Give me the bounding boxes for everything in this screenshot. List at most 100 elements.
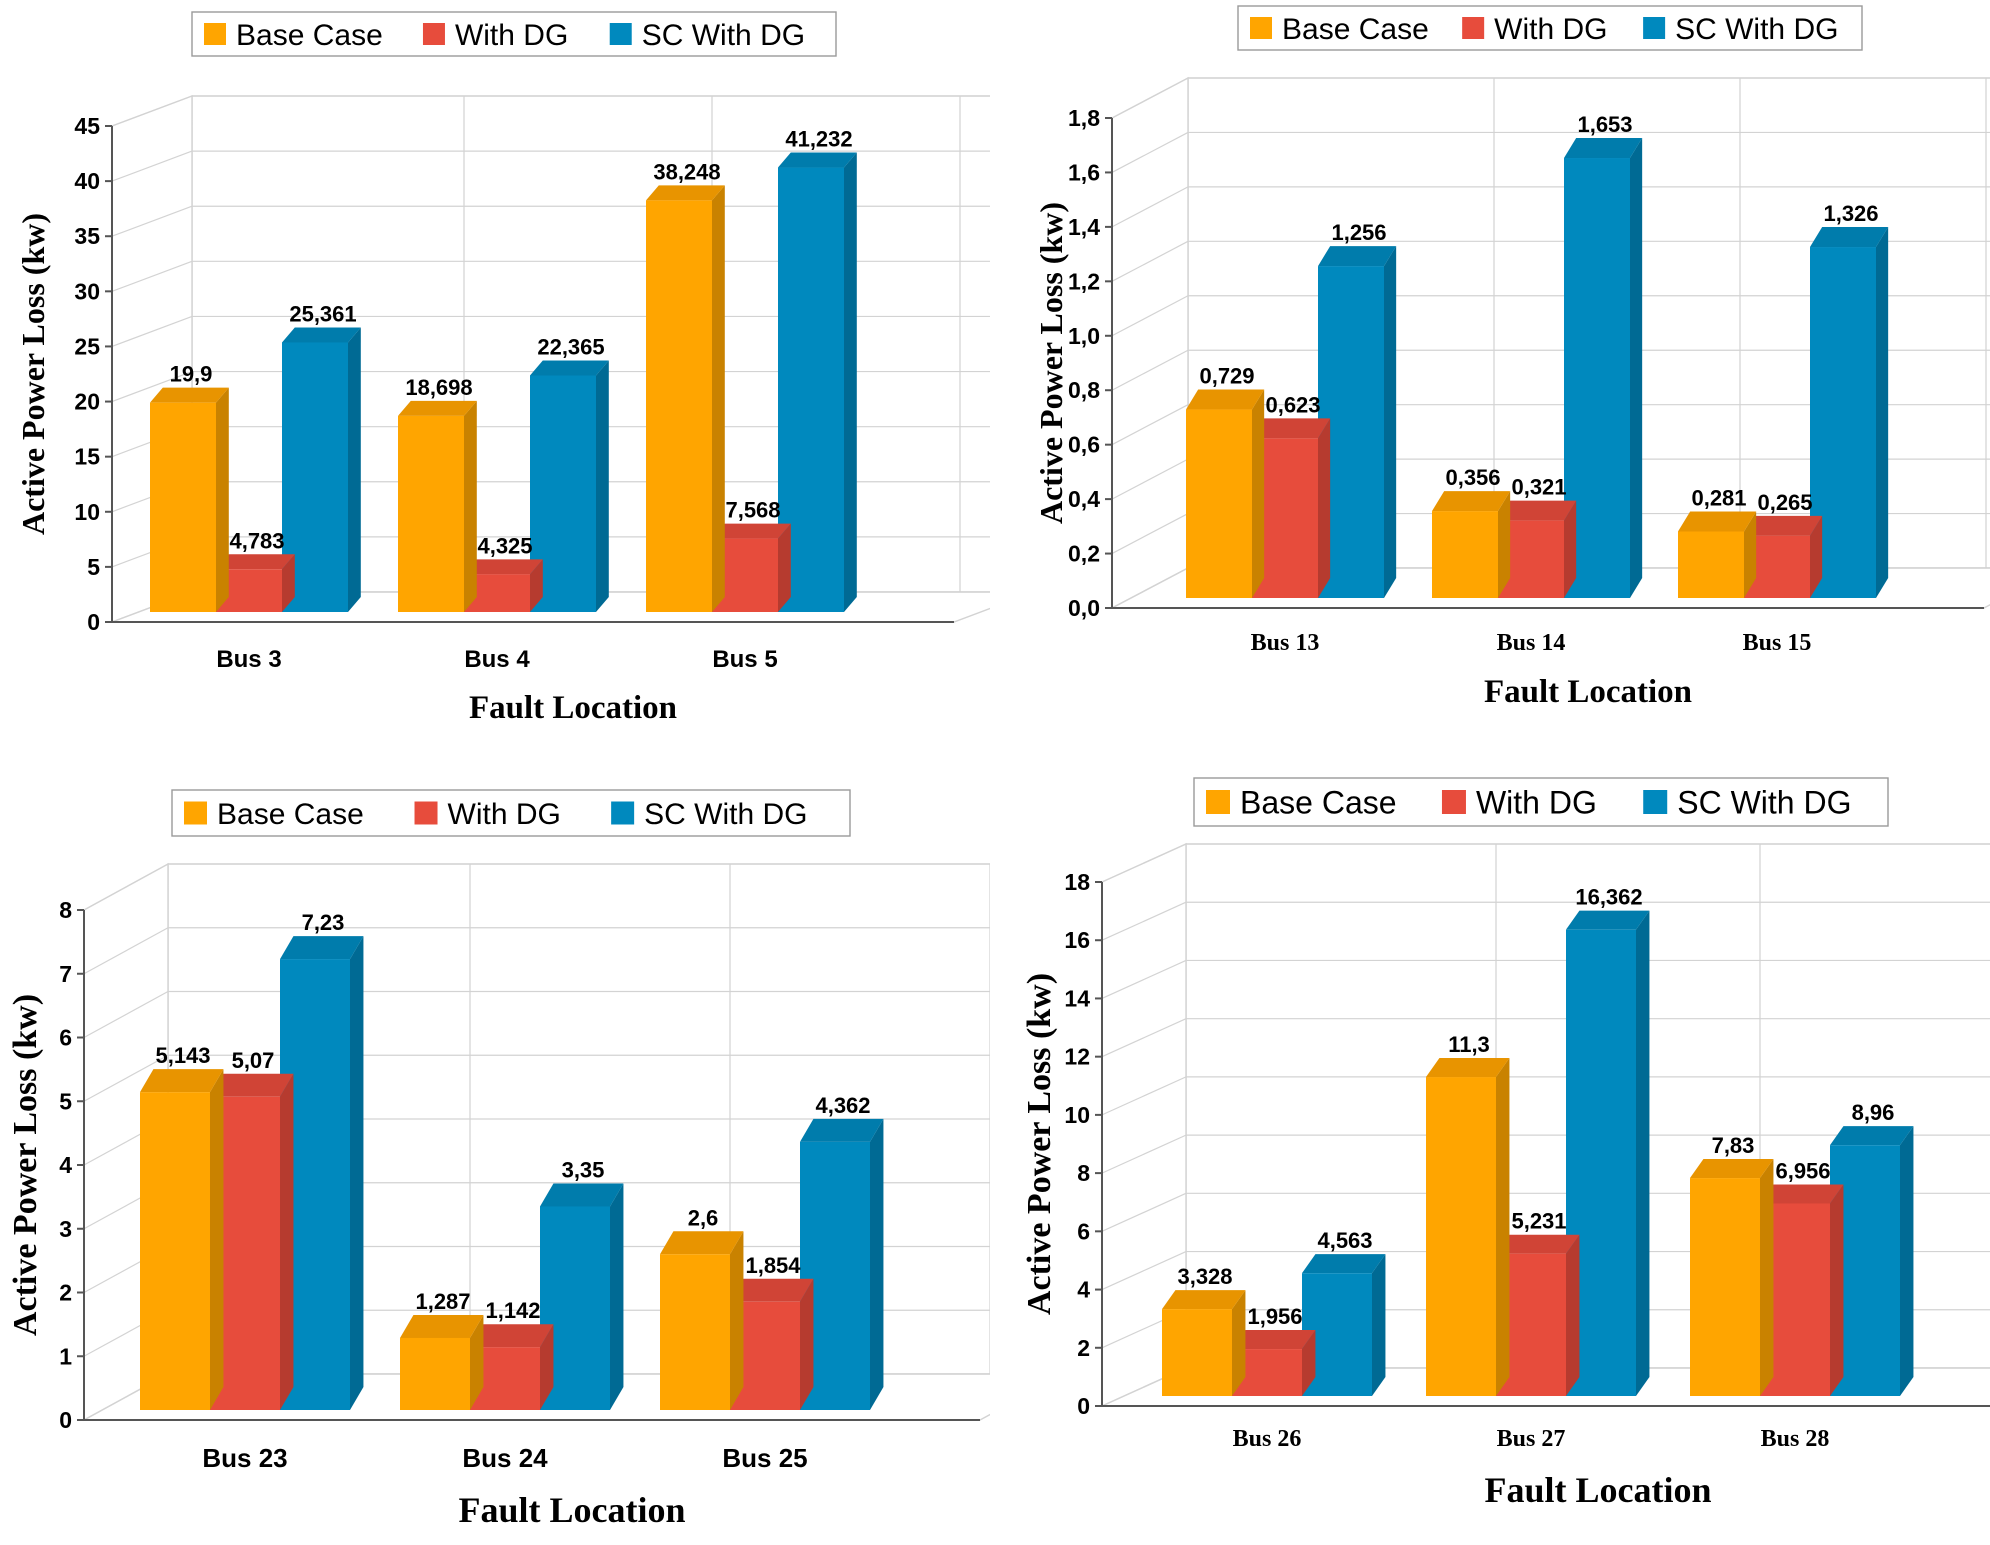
gridline-side (111, 370, 193, 403)
data-label: 5,07 (232, 1048, 275, 1073)
data-label: 41,232 (785, 127, 852, 152)
y-tick-label: 2 (59, 1280, 72, 1306)
bar-side (1496, 1058, 1510, 1396)
category-group: Bus 23 (140, 936, 364, 1473)
data-label: 2,6 (688, 1205, 719, 1230)
gridline-side (1111, 77, 1189, 119)
chart-panel-4: 0 2 4 6 8 10 12 14 16 18 Bus 26 Bus 27 Bus 28 4,563 1,… (990, 770, 1990, 1540)
chart-panel-2: 0,0 0,2 0,4 0,6 0,8 1,0 1,2 1,4 1,6 1,8 Bus 13 Bus … (990, 0, 1990, 770)
bar-side (1318, 418, 1331, 598)
gridline-side (1101, 901, 1187, 941)
bar-top (712, 523, 791, 539)
bar-base-case (1690, 1159, 1774, 1396)
bar-base-case (1162, 1290, 1246, 1396)
legend-swatch (609, 23, 632, 45)
gridline-side (1111, 404, 1189, 446)
legend-swatch (1643, 17, 1666, 39)
y-tick-label: 8 (59, 897, 72, 923)
bar-front (1678, 531, 1744, 598)
data-label: 1,142 (485, 1298, 540, 1323)
bar-top (1744, 515, 1823, 536)
bar-side (210, 1069, 224, 1410)
data-label: 0,321 (1511, 475, 1566, 500)
legend-swatch (1462, 17, 1485, 39)
bar-side (610, 1183, 624, 1410)
gridline-side (111, 95, 193, 127)
y-tick-label: 12 (1064, 1044, 1090, 1070)
legend: Base Case With DG SC With DG (1237, 5, 1863, 51)
bar-base-case (646, 185, 725, 612)
y-axis-title: Active Power Loss (kw) (15, 213, 51, 535)
legend-swatch (1206, 790, 1230, 814)
bar-top (778, 152, 857, 168)
data-label: 3,35 (562, 1157, 605, 1182)
x-tick-label: Bus 4 (464, 646, 530, 673)
data-label: 0,356 (1445, 465, 1500, 490)
bar-top (1498, 500, 1577, 521)
x-tick-label: Bus 23 (202, 1443, 287, 1473)
chart-svg-3: 0 1 2 3 4 5 6 7 8 Bus 23 Bus 24 Bus 25 7,23 5,07 5,143… (7, 789, 1065, 1530)
bar-base-case (140, 1069, 224, 1410)
y-tick-label: 0,6 (1068, 432, 1100, 458)
legend-label: Base Case (217, 798, 364, 831)
chart-svg-2: 0,0 0,2 0,4 0,6 0,8 1,0 1,2 1,4 1,6 1,8 Bus 13 Bus … (1033, 5, 1990, 710)
side-wall-panel (1111, 76, 1189, 610)
y-tick-label: 6 (1077, 1218, 1090, 1244)
legend: Base Case With DG SC With DG (171, 789, 851, 837)
y-tick-label: 1,4 (1068, 214, 1100, 240)
legend-swatch (611, 801, 635, 825)
bar-side (1566, 1234, 1580, 1396)
gridline-side (83, 927, 169, 975)
bar-top (1566, 910, 1650, 930)
y-tick-label: 35 (74, 223, 100, 249)
bar-top (660, 1231, 744, 1255)
bar-top (1810, 227, 1889, 248)
bar-top (1318, 246, 1397, 267)
category-group: Bus 26 (1162, 1254, 1386, 1452)
y-tick-label: 6 (59, 1025, 72, 1051)
data-label: 38,248 (653, 159, 720, 184)
x-tick-label: Bus 13 (1251, 630, 1320, 656)
y-axis-title: Active Power Loss (kw) (7, 994, 44, 1336)
bar-top (1302, 1254, 1386, 1274)
x-tick-label: Bus 14 (1497, 630, 1566, 656)
bar-top (1232, 1330, 1316, 1350)
gridline-side (1111, 240, 1189, 282)
gridline-side (1111, 295, 1189, 337)
legend-label: With DG (1476, 785, 1597, 821)
gridline-side (1101, 1134, 1187, 1174)
bar-side (1810, 515, 1823, 598)
category-group: Bus 13 (1186, 246, 1397, 656)
bar-front (400, 1337, 470, 1410)
y-tick-label: 3 (59, 1216, 72, 1242)
y-tick-label: 0,8 (1068, 377, 1100, 403)
bar-base-case (150, 387, 229, 612)
data-label: 1,653 (1577, 112, 1632, 137)
bar-side (778, 523, 791, 612)
x-axis-title: Fault Location (458, 1490, 685, 1530)
legend-label: SC With DG (642, 19, 805, 52)
bar-base-case (660, 1231, 744, 1410)
data-label: 18,698 (405, 375, 472, 400)
x-tick-label: Bus 15 (1743, 630, 1812, 656)
y-tick-label: 0 (87, 609, 100, 635)
bar-side (844, 152, 857, 612)
bar-top (540, 1183, 624, 1207)
y-tick-label: 16 (1064, 927, 1090, 953)
gridline-side (111, 150, 193, 182)
chart-svg-4: 0 2 4 6 8 10 12 14 16 18 Bus 26 Bus 27 Bus 28 4,563 1,… (1021, 777, 1990, 1510)
gridline-side (1111, 567, 1189, 609)
y-tick-label: 0 (1077, 1393, 1090, 1419)
y-tick-label: 45 (74, 113, 100, 139)
gridline-side (1111, 131, 1189, 173)
data-label: 0,265 (1757, 490, 1812, 515)
gridline-side (111, 205, 193, 237)
bar-front (660, 1254, 730, 1410)
legend-box (171, 789, 851, 837)
data-label: 4,563 (1317, 1228, 1372, 1253)
x-tick-label: Bus 28 (1761, 1426, 1830, 1452)
data-label: 7,83 (1712, 1133, 1755, 1158)
x-tick-label: Bus 26 (1233, 1426, 1302, 1452)
bar-top (398, 400, 477, 416)
